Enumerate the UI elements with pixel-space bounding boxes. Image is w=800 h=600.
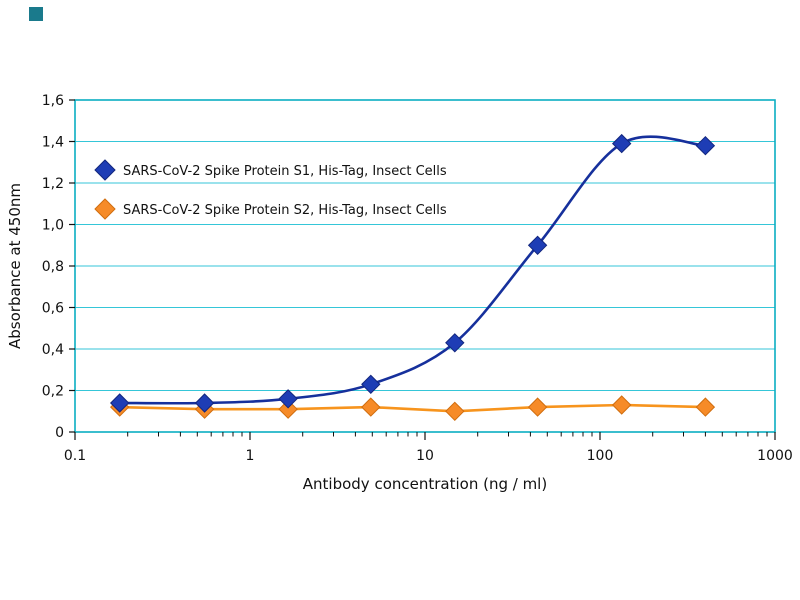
data-point-marker bbox=[695, 135, 716, 156]
data-point-marker bbox=[445, 401, 465, 422]
series-line-s2 bbox=[118, 403, 707, 413]
gridlines bbox=[75, 99, 775, 391]
y-tick-label: 1,6 bbox=[42, 93, 64, 109]
legend-label-s2: SARS-CoV-2 Spike Protein S2, His-Tag, In… bbox=[123, 203, 447, 218]
data-point-marker bbox=[527, 397, 548, 417]
x-axis-title: Antibody concentration (ng / ml) bbox=[303, 475, 547, 493]
x-tick-label: 1 bbox=[246, 448, 255, 464]
data-point-marker bbox=[278, 389, 298, 409]
data-point-marker bbox=[527, 235, 548, 256]
data-point-marker bbox=[361, 397, 381, 417]
y-tick-label: 1,4 bbox=[42, 135, 64, 151]
data-point-marker bbox=[611, 133, 632, 154]
y-tick-label: 0,4 bbox=[42, 342, 64, 358]
data-point-marker bbox=[194, 393, 215, 413]
data-point-marker bbox=[278, 399, 298, 419]
data-point-marker bbox=[695, 397, 716, 417]
legend: SARS-CoV-2 Spike Protein S1, His-Tag, In… bbox=[94, 159, 447, 220]
data-point-marker bbox=[445, 333, 465, 353]
y-tick-label: 1,2 bbox=[42, 176, 64, 192]
x-tick-label: 1000 bbox=[757, 448, 793, 464]
y-tick-label: 0,2 bbox=[42, 384, 64, 400]
y-tick-label: 1,0 bbox=[42, 218, 64, 234]
y-axis-title: Absorbance at 450nm bbox=[6, 183, 24, 349]
data-point-marker bbox=[109, 393, 130, 413]
series-line-s1 bbox=[118, 135, 707, 405]
data-point-marker bbox=[611, 395, 632, 415]
x-tick-label: 10 bbox=[416, 448, 434, 464]
legend-markers bbox=[94, 159, 116, 220]
axes: 0 0,2 0,4 0,6 0,8 1,0 1,2 1,4 1,6 0.1 1 10 100 1000 bbox=[42, 93, 793, 464]
legend-marker-s1 bbox=[94, 159, 116, 181]
y-tick-label: 0,8 bbox=[42, 259, 64, 275]
y-tick-label: 0 bbox=[55, 425, 64, 441]
x-tick-label: 0.1 bbox=[64, 448, 86, 464]
corner-mark bbox=[29, 7, 43, 21]
legend-label-s1: SARS-CoV-2 Spike Protein S1, His-Tag, In… bbox=[123, 164, 447, 179]
legend-marker-s2 bbox=[94, 198, 116, 220]
data-point-marker bbox=[361, 374, 381, 395]
data-series bbox=[109, 133, 716, 422]
x-tick-label: 100 bbox=[587, 448, 614, 464]
y-tick-label: 0,6 bbox=[42, 301, 64, 317]
